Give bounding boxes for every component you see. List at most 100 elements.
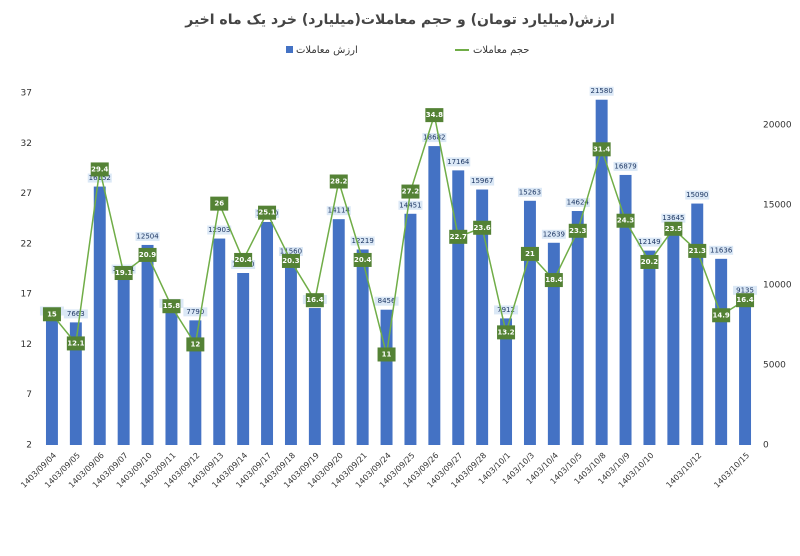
bar-label: 7663 [67, 310, 85, 318]
point-label: 23.6 [474, 224, 491, 232]
bar-label: 13645 [662, 214, 684, 222]
point-label: 22.7 [450, 233, 467, 241]
marker [640, 254, 659, 269]
bar-label-bg [446, 157, 471, 167]
point-label: 34.8 [426, 111, 443, 119]
bar [380, 309, 393, 445]
bar-label-bg [637, 237, 662, 247]
point-label: 23.3 [569, 227, 586, 235]
marker [592, 142, 611, 157]
y-tick-label: 37 [21, 89, 32, 99]
y2-tick-label: 0 [763, 441, 769, 451]
bar [428, 146, 441, 445]
bar-label: 8456 [378, 297, 396, 305]
bar-label-bg [278, 247, 303, 257]
point-label: 21.3 [689, 247, 706, 255]
legend-label: حجم معاملات [473, 45, 529, 56]
bar-label-bg [422, 133, 447, 143]
bar-label: 7790 [186, 308, 204, 316]
bar-label-bg [517, 187, 542, 197]
legend-label: ارزش معاملات [296, 45, 358, 56]
y2-tick-label: 10000 [763, 281, 792, 291]
y-tick-label: 17 [21, 290, 32, 300]
marker [544, 273, 563, 288]
marker [138, 247, 157, 262]
point-label: 28.2 [330, 178, 347, 186]
bar-label: 14451 [399, 201, 421, 209]
bar-label: 21580 [591, 87, 613, 95]
bar-label-bg [350, 236, 375, 246]
bar-label-bg [135, 231, 160, 241]
point-label: 16.4 [736, 296, 753, 304]
bar-label-bg [87, 173, 112, 183]
bar-label-bg [398, 200, 423, 210]
point-label: 18.4 [545, 276, 562, 284]
point-label: 15.8 [163, 302, 180, 310]
bar [45, 319, 58, 445]
bar-label: 15090 [686, 191, 708, 199]
point-label: 19.1 [115, 269, 132, 277]
bar-label: 14114 [328, 207, 351, 215]
bar-label: 12639 [543, 230, 565, 238]
bar [237, 273, 250, 445]
point-label: 27.2 [402, 188, 419, 196]
marker [736, 293, 755, 308]
bar [523, 200, 536, 445]
marker [42, 307, 61, 322]
bar [308, 308, 321, 445]
y-tick-label: 32 [21, 139, 32, 149]
point-label: 20.4 [354, 256, 371, 264]
y-tick-label: 27 [21, 189, 32, 199]
bar-label: 12504 [136, 232, 159, 240]
marker [377, 347, 396, 362]
y2-tick-label: 20000 [763, 121, 792, 131]
point-label: 20.4 [235, 256, 252, 264]
bar [715, 258, 728, 445]
marker [497, 325, 516, 340]
bar [189, 320, 202, 445]
bar [165, 311, 178, 445]
point-label: 20.3 [282, 257, 299, 265]
bar [547, 242, 560, 445]
bar-label-bg [494, 305, 519, 315]
marker [210, 196, 229, 211]
point-label: 24.3 [617, 217, 634, 225]
x-tick-label: 1403/10/15 [712, 451, 751, 490]
point-label: 31.4 [593, 145, 610, 153]
bar-label: 14624 [567, 199, 590, 207]
marker [688, 243, 707, 258]
bar [667, 226, 680, 445]
bar [332, 219, 345, 445]
marker [66, 336, 85, 351]
bar-label-bg [326, 206, 351, 216]
y-tick-label: 2 [26, 441, 32, 451]
bar-label: 12219 [352, 237, 374, 245]
bar-label-bg [733, 285, 758, 295]
marker [568, 223, 587, 238]
bar-label-bg [470, 176, 495, 186]
marker [712, 308, 731, 323]
point-label: 12 [190, 340, 200, 348]
bar-label-bg [541, 229, 566, 239]
bar [356, 249, 369, 445]
point-label: 16.4 [306, 296, 323, 304]
marker [353, 252, 372, 267]
point-label: 11 [382, 350, 392, 358]
bar-label-bg [565, 198, 590, 208]
bar-label-bg [709, 245, 734, 255]
bar [284, 260, 297, 445]
point-label: 26 [214, 200, 224, 208]
legend-swatch [286, 46, 293, 53]
marker [186, 337, 205, 352]
point-label: 23.5 [665, 225, 682, 233]
bar [643, 250, 656, 445]
bar-label: 17164 [447, 158, 470, 166]
point-label: 29.4 [91, 165, 108, 173]
bar-label-bg [685, 190, 710, 200]
point-label: 15 [47, 310, 57, 318]
marker [305, 293, 324, 308]
bar [476, 189, 489, 445]
x-tick-label: 1403/10/12 [664, 451, 703, 490]
bar [571, 211, 584, 445]
